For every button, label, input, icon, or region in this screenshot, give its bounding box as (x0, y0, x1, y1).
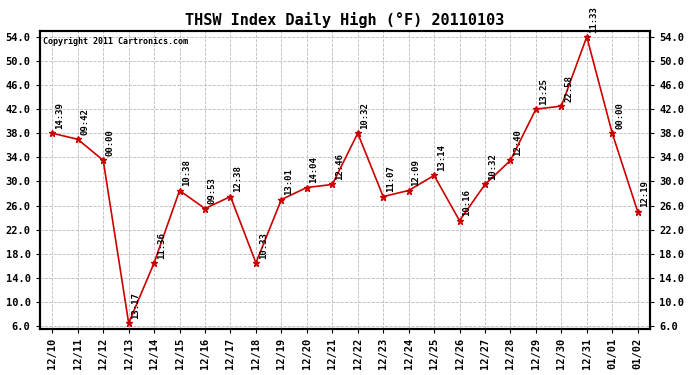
Text: 10:38: 10:38 (182, 159, 191, 186)
Text: 13:25: 13:25 (539, 78, 548, 105)
Text: 09:42: 09:42 (81, 108, 90, 135)
Text: 14:39: 14:39 (55, 102, 64, 129)
Text: 10:16: 10:16 (462, 190, 471, 216)
Text: 11:33: 11:33 (589, 6, 598, 33)
Text: 10:33: 10:33 (259, 232, 268, 259)
Text: 12:09: 12:09 (411, 159, 420, 186)
Text: 09:53: 09:53 (208, 177, 217, 204)
Text: 12:19: 12:19 (640, 181, 649, 207)
Text: 12:38: 12:38 (233, 165, 242, 192)
Text: 13:14: 13:14 (437, 144, 446, 171)
Text: 12:40: 12:40 (513, 129, 522, 156)
Text: 00:00: 00:00 (106, 129, 115, 156)
Text: 11:36: 11:36 (157, 232, 166, 259)
Text: 13:17: 13:17 (131, 292, 141, 319)
Text: 14:04: 14:04 (310, 156, 319, 183)
Text: 11:07: 11:07 (386, 165, 395, 192)
Text: 12:46: 12:46 (335, 153, 344, 180)
Text: 10:32: 10:32 (488, 153, 497, 180)
Title: THSW Index Daily High (°F) 20110103: THSW Index Daily High (°F) 20110103 (186, 12, 504, 28)
Text: 00:00: 00:00 (615, 102, 624, 129)
Text: Copyright 2011 Cartronics.com: Copyright 2011 Cartronics.com (43, 37, 188, 46)
Text: 13:01: 13:01 (284, 168, 293, 195)
Text: 22:58: 22:58 (564, 75, 573, 102)
Text: 10:32: 10:32 (360, 102, 370, 129)
